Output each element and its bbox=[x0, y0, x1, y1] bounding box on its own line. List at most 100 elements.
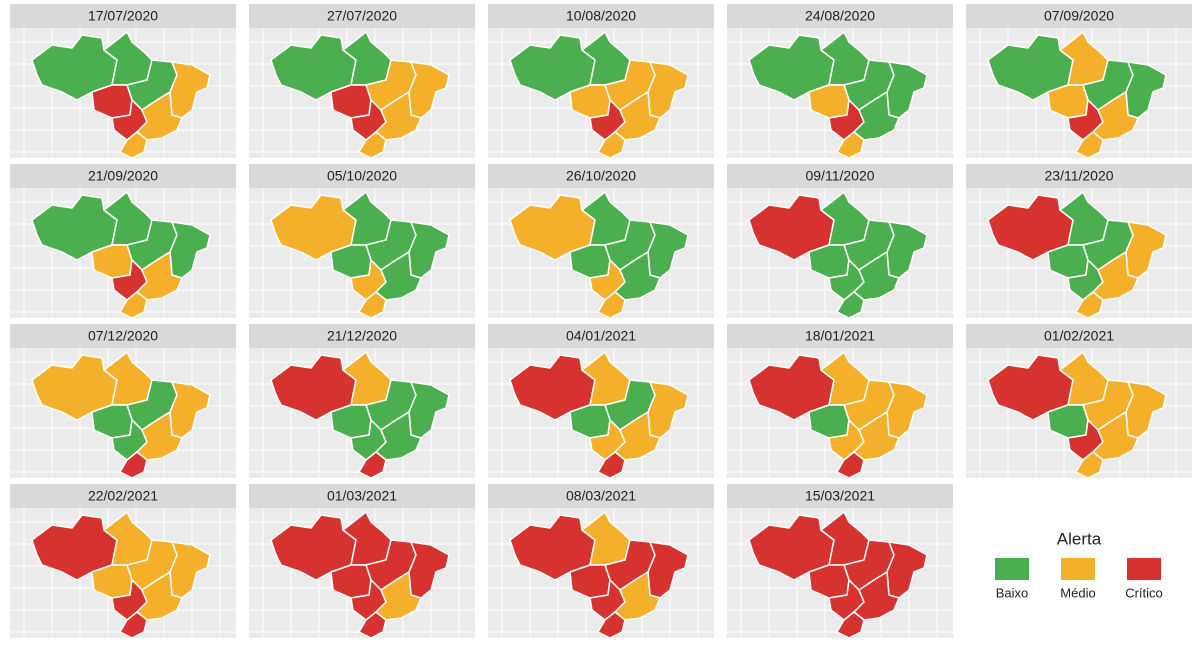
panel-title: 07/12/2020 bbox=[88, 328, 158, 344]
map-panel: 10/08/2020 bbox=[488, 4, 714, 159]
panel-title: 09/11/2020 bbox=[805, 168, 874, 184]
state-region bbox=[169, 381, 211, 439]
state-region bbox=[136, 251, 183, 301]
map-panel: 17/07/2020 bbox=[10, 4, 236, 159]
panel-title: 23/11/2020 bbox=[1044, 168, 1113, 184]
state-region bbox=[136, 411, 183, 461]
map-panel: 23/11/2020 bbox=[966, 164, 1192, 319]
state-region bbox=[1092, 411, 1139, 461]
panel-header bbox=[249, 324, 475, 348]
panel-header bbox=[10, 4, 236, 28]
panel-title: 10/08/2020 bbox=[566, 8, 636, 24]
panel-header bbox=[727, 484, 953, 508]
panel-header bbox=[10, 164, 236, 188]
panel-header bbox=[727, 324, 953, 348]
map-panel: 09/11/2020 bbox=[727, 164, 953, 319]
panel-title: 27/07/2020 bbox=[327, 8, 397, 24]
state-region bbox=[614, 91, 661, 141]
panel-title: 17/07/2020 bbox=[88, 8, 158, 24]
state-region bbox=[647, 221, 689, 279]
state-region bbox=[119, 451, 148, 479]
state-region bbox=[614, 251, 661, 301]
state-region bbox=[119, 131, 148, 159]
state-region bbox=[836, 131, 865, 159]
panel-title: 24/08/2020 bbox=[805, 8, 875, 24]
state-region bbox=[375, 91, 422, 141]
map-panel: 01/02/2021 bbox=[966, 324, 1192, 479]
state-region bbox=[1125, 221, 1167, 279]
panel-header bbox=[488, 324, 714, 348]
map-panel: 04/01/2021 bbox=[488, 324, 714, 479]
state-region bbox=[836, 611, 865, 639]
state-region bbox=[169, 221, 211, 279]
panel-header bbox=[488, 4, 714, 28]
state-region bbox=[1125, 381, 1167, 439]
panel-header bbox=[966, 324, 1192, 348]
panel-header bbox=[249, 4, 475, 28]
state-region bbox=[375, 251, 422, 301]
state-region bbox=[647, 61, 689, 119]
state-region bbox=[375, 571, 422, 621]
state-region bbox=[1125, 61, 1167, 119]
legend-swatch bbox=[995, 558, 1029, 580]
state-region bbox=[136, 571, 183, 621]
panel-title: 04/01/2021 bbox=[566, 328, 636, 344]
state-region bbox=[169, 61, 211, 119]
map-panel: 01/03/2021 bbox=[249, 484, 475, 639]
state-region bbox=[119, 611, 148, 639]
state-region bbox=[886, 381, 928, 439]
state-region bbox=[1075, 131, 1104, 159]
panel-title: 18/01/2021 bbox=[805, 328, 875, 344]
panel-header bbox=[10, 484, 236, 508]
panel-title: 01/03/2021 bbox=[327, 488, 397, 504]
panel-title: 08/03/2021 bbox=[566, 488, 636, 504]
state-region bbox=[886, 61, 928, 119]
state-region bbox=[408, 221, 450, 279]
state-region bbox=[597, 451, 626, 479]
state-region bbox=[836, 291, 865, 319]
state-region bbox=[358, 451, 387, 479]
state-region bbox=[408, 61, 450, 119]
map-panel: 22/02/2021 bbox=[10, 484, 236, 639]
panel-header bbox=[488, 484, 714, 508]
panel-header bbox=[249, 484, 475, 508]
panel-header bbox=[727, 164, 953, 188]
panel-title: 15/03/2021 bbox=[805, 488, 875, 504]
state-region bbox=[1092, 91, 1139, 141]
state-region bbox=[886, 541, 928, 599]
map-panel: 18/01/2021 bbox=[727, 324, 953, 479]
state-region bbox=[1075, 451, 1104, 479]
panel-title: 21/12/2020 bbox=[327, 328, 397, 344]
state-region bbox=[886, 221, 928, 279]
legend: Alerta Baixo Médio Crítico bbox=[995, 529, 1163, 600]
state-region bbox=[647, 381, 689, 439]
state-region bbox=[597, 291, 626, 319]
panel-header bbox=[966, 4, 1192, 28]
state-region bbox=[836, 451, 865, 479]
state-region bbox=[358, 611, 387, 639]
legend-swatch bbox=[1061, 558, 1095, 580]
map-panel: 07/12/2020 bbox=[10, 324, 236, 479]
state-region bbox=[1075, 291, 1104, 319]
panel-title: 22/02/2021 bbox=[88, 488, 158, 504]
state-region bbox=[853, 91, 900, 141]
state-region bbox=[597, 131, 626, 159]
panel-title: 05/10/2020 bbox=[327, 168, 397, 184]
state-region bbox=[408, 541, 450, 599]
map-panel: 07/09/2020 bbox=[966, 4, 1192, 159]
map-panel: 24/08/2020 bbox=[727, 4, 953, 159]
state-region bbox=[136, 91, 183, 141]
state-region bbox=[853, 411, 900, 461]
state-region bbox=[853, 571, 900, 621]
state-region bbox=[597, 611, 626, 639]
state-region bbox=[408, 381, 450, 439]
state-region bbox=[358, 131, 387, 159]
panel-header bbox=[966, 164, 1192, 188]
state-region bbox=[614, 411, 661, 461]
legend-title: Alerta bbox=[1057, 529, 1102, 548]
state-region bbox=[119, 291, 148, 319]
map-panel: 21/12/2020 bbox=[249, 324, 475, 479]
panel-title: 26/10/2020 bbox=[566, 168, 636, 184]
